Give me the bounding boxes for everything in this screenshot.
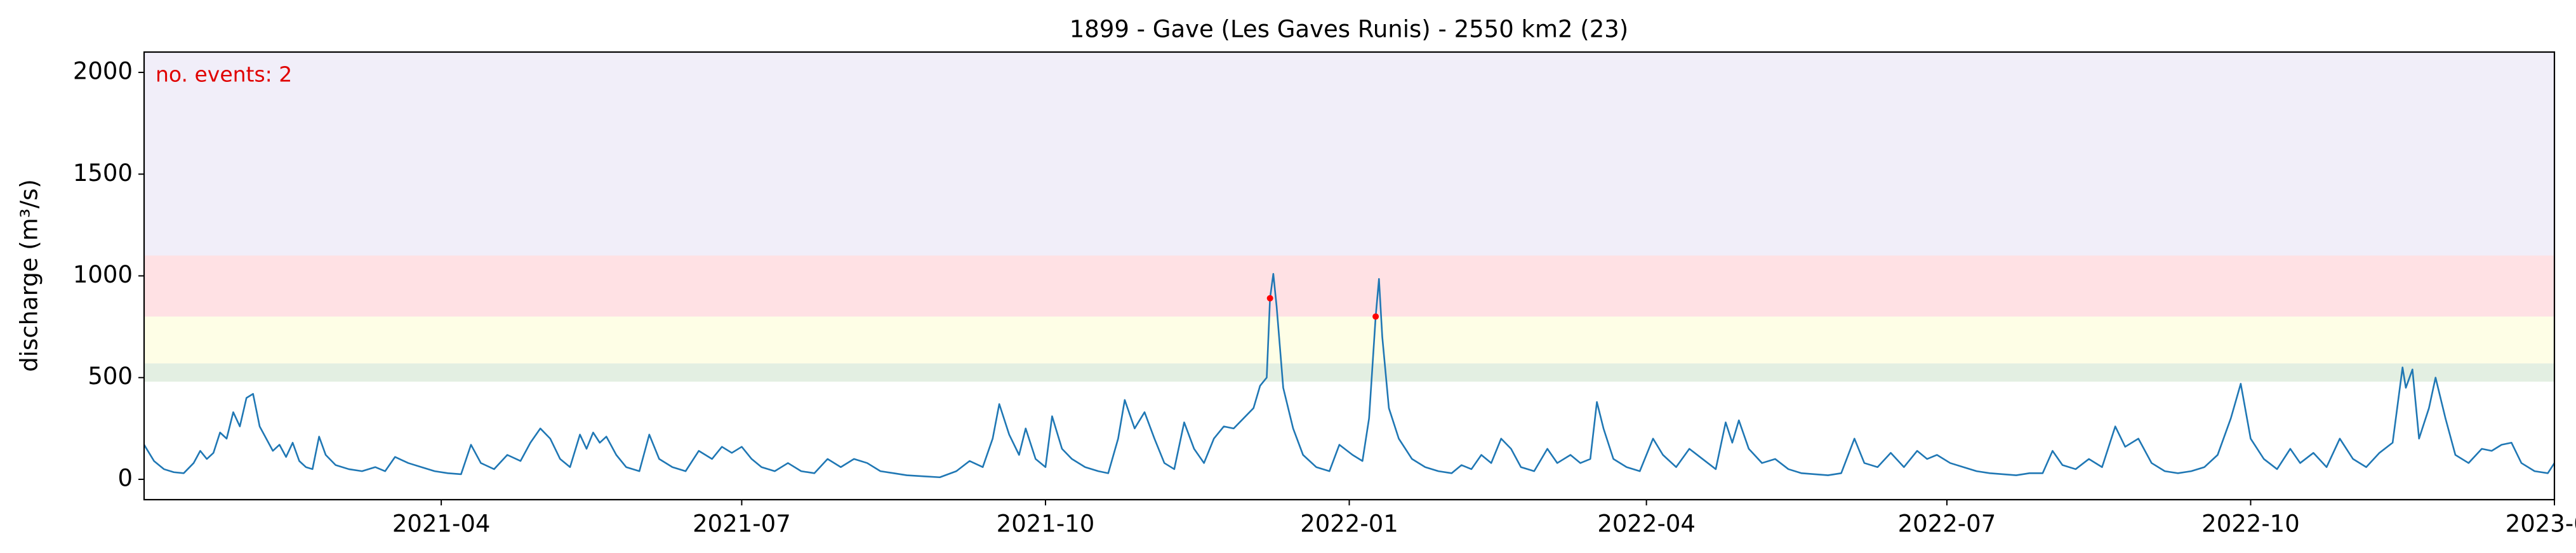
x-tick-label: 2022-04 xyxy=(1597,510,1696,538)
threshold-band xyxy=(144,255,2554,317)
y-tick-label: 1000 xyxy=(73,261,133,288)
y-tick-label: 1500 xyxy=(73,159,133,187)
y-tick-label: 500 xyxy=(88,363,133,390)
x-tick-label: 2021-07 xyxy=(693,510,791,538)
y-tick-label: 2000 xyxy=(73,58,133,85)
x-tick-label: 2023-01 xyxy=(2506,510,2576,538)
axes-frame xyxy=(143,51,2556,501)
chart-title: 1899 - Gave (Les Gaves Runis) - 2550 km2… xyxy=(1070,16,1629,43)
y-axis-label: discharge (m³/s) xyxy=(16,179,43,372)
x-tick-label: 2021-04 xyxy=(392,510,491,538)
event-marker xyxy=(1372,313,1379,320)
event-count: no. events: 2 xyxy=(156,62,292,87)
threshold-band xyxy=(144,316,2554,364)
x-tick-label: 2021-10 xyxy=(997,510,1095,538)
y-tick-label: 0 xyxy=(117,464,133,491)
x-tick-label: 2022-07 xyxy=(1898,510,1996,538)
threshold-band xyxy=(144,363,2554,382)
threshold-band xyxy=(144,52,2554,256)
event-marker xyxy=(1266,295,1273,302)
x-tick-label: 2022-10 xyxy=(2201,510,2300,538)
x-tick-label: 2022-01 xyxy=(1300,510,1398,538)
discharge-line xyxy=(143,273,2556,479)
